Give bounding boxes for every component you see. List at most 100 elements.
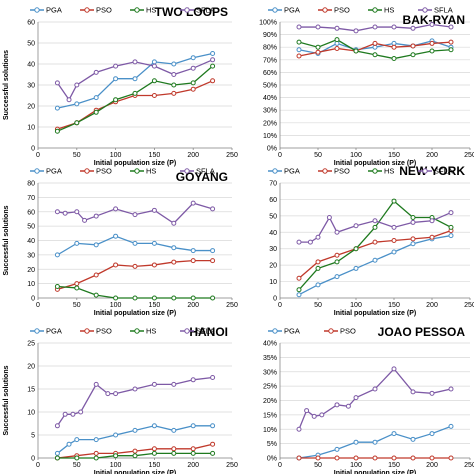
data-point-sfla [296, 24, 302, 30]
data-point-hs [372, 52, 378, 58]
y-tick-label: 40 [27, 62, 35, 69]
x-tick-label: 150 [388, 302, 400, 309]
data-point-sfla [62, 210, 68, 216]
legend-label-sfla: SFLA [434, 167, 453, 176]
legend-label-sfla: SFLA [196, 6, 215, 15]
data-point-pso [391, 44, 397, 50]
legend-marker-sfla [184, 328, 190, 334]
legend-label-pga: PGA [46, 327, 62, 336]
data-point-hs [315, 265, 321, 271]
y-tick-label: 60 [27, 209, 35, 216]
data-point-sfla [319, 412, 325, 418]
data-point-hs [190, 450, 196, 456]
data-point-pga [132, 76, 138, 82]
data-point-pga [151, 59, 157, 65]
data-point-sfla [307, 239, 313, 245]
chart-panel-1: 0 10 20 30 40 50 60 0 50 100 150 200 250 Initial popu… [3, 5, 238, 167]
series-line-pso [57, 80, 213, 130]
series-line-hs [57, 65, 214, 132]
legend-label-hs: HS [146, 167, 156, 176]
legend-marker-hs [134, 7, 140, 13]
legend-marker-hs [372, 168, 378, 174]
data-point-sfla [210, 375, 216, 380]
data-point-sfla [70, 411, 76, 417]
legend-label-pga: PGA [46, 167, 62, 176]
data-point-pso [429, 455, 435, 461]
y-tick-label: 0 [273, 296, 277, 303]
data-point-sfla [210, 206, 216, 212]
data-point-pso [190, 258, 196, 264]
y-tick-label: 5% [267, 441, 277, 448]
chart-legend: PGA PSO HS SFLA [268, 6, 453, 15]
data-point-pso [315, 455, 321, 461]
data-point-sfla [304, 408, 310, 414]
x-tick-label: 100 [350, 302, 362, 309]
legend-marker-pga [34, 168, 40, 174]
data-point-hs [93, 292, 99, 298]
data-point-pso [151, 93, 157, 98]
data-point-hs [132, 90, 138, 96]
data-point-sfla [190, 377, 196, 383]
y-tick-label: 20 [27, 267, 35, 274]
legend-marker-hs [372, 7, 378, 13]
data-point-pso [151, 446, 157, 452]
data-point-hs [210, 450, 216, 456]
data-point-hs [190, 295, 196, 301]
chart-panel-2: 0% 10% 20% 30% 40% 50% 60% 70% 80% 90% 100% 0 50 100 1… [259, 6, 474, 168]
data-point-hs [334, 37, 340, 43]
x-tick-label: 50 [314, 462, 322, 469]
x-tick-label: 250 [226, 302, 238, 309]
data-point-sfla [78, 409, 84, 415]
chart-title: GOYANG [176, 170, 228, 184]
series-sfla [296, 210, 454, 245]
data-point-hs [448, 224, 454, 230]
y-tick-label: 40 [27, 238, 35, 245]
data-point-pso [210, 78, 216, 84]
series-line-sfla [298, 367, 452, 430]
data-point-hs [171, 295, 177, 301]
data-point-pso [93, 272, 99, 278]
data-point-hs [372, 224, 378, 230]
data-point-pga [54, 450, 60, 456]
y-tick-label: 0 [31, 146, 35, 153]
data-point-pga [54, 105, 60, 111]
y-tick-label: 25% [263, 384, 277, 391]
data-point-sfla [190, 65, 196, 71]
data-point-pga [296, 292, 302, 298]
data-point-pso [372, 455, 378, 461]
legend-marker-pga [272, 168, 278, 174]
data-point-sfla [353, 223, 359, 229]
data-point-pso [391, 455, 397, 461]
x-tick-label: 50 [314, 302, 322, 309]
data-point-hs [296, 287, 302, 293]
data-point-pga [132, 240, 138, 246]
y-tick-label: 40% [263, 341, 277, 348]
data-point-pga [190, 423, 196, 429]
y-tick-label: 30% [263, 108, 277, 115]
data-point-pga [113, 76, 119, 82]
data-point-hs [74, 455, 80, 461]
data-point-sfla [353, 28, 359, 34]
data-point-pga [171, 427, 177, 433]
legend-marker-sfla [184, 7, 190, 13]
chart-title: TWO LOOPS [155, 5, 228, 19]
y-tick-label: 20 [27, 104, 35, 111]
data-point-hs [190, 80, 196, 86]
y-tick-label: 60 [27, 20, 35, 27]
y-tick-label: 50% [263, 83, 277, 90]
series-sfla [54, 57, 216, 103]
data-point-pso [372, 40, 378, 46]
data-point-pga [66, 441, 72, 447]
data-point-pso [429, 234, 435, 240]
series-pga [54, 423, 216, 456]
y-tick-label: 15 [27, 387, 35, 394]
data-point-hs [151, 450, 157, 456]
data-point-pso [190, 446, 196, 452]
data-point-sfla [190, 200, 196, 206]
data-point-hs [448, 47, 454, 53]
y-tick-label: 20% [263, 120, 277, 127]
y-tick-label: 50 [269, 213, 277, 220]
y-tick-label: 35% [263, 355, 277, 362]
legend-marker-pso [328, 328, 334, 334]
